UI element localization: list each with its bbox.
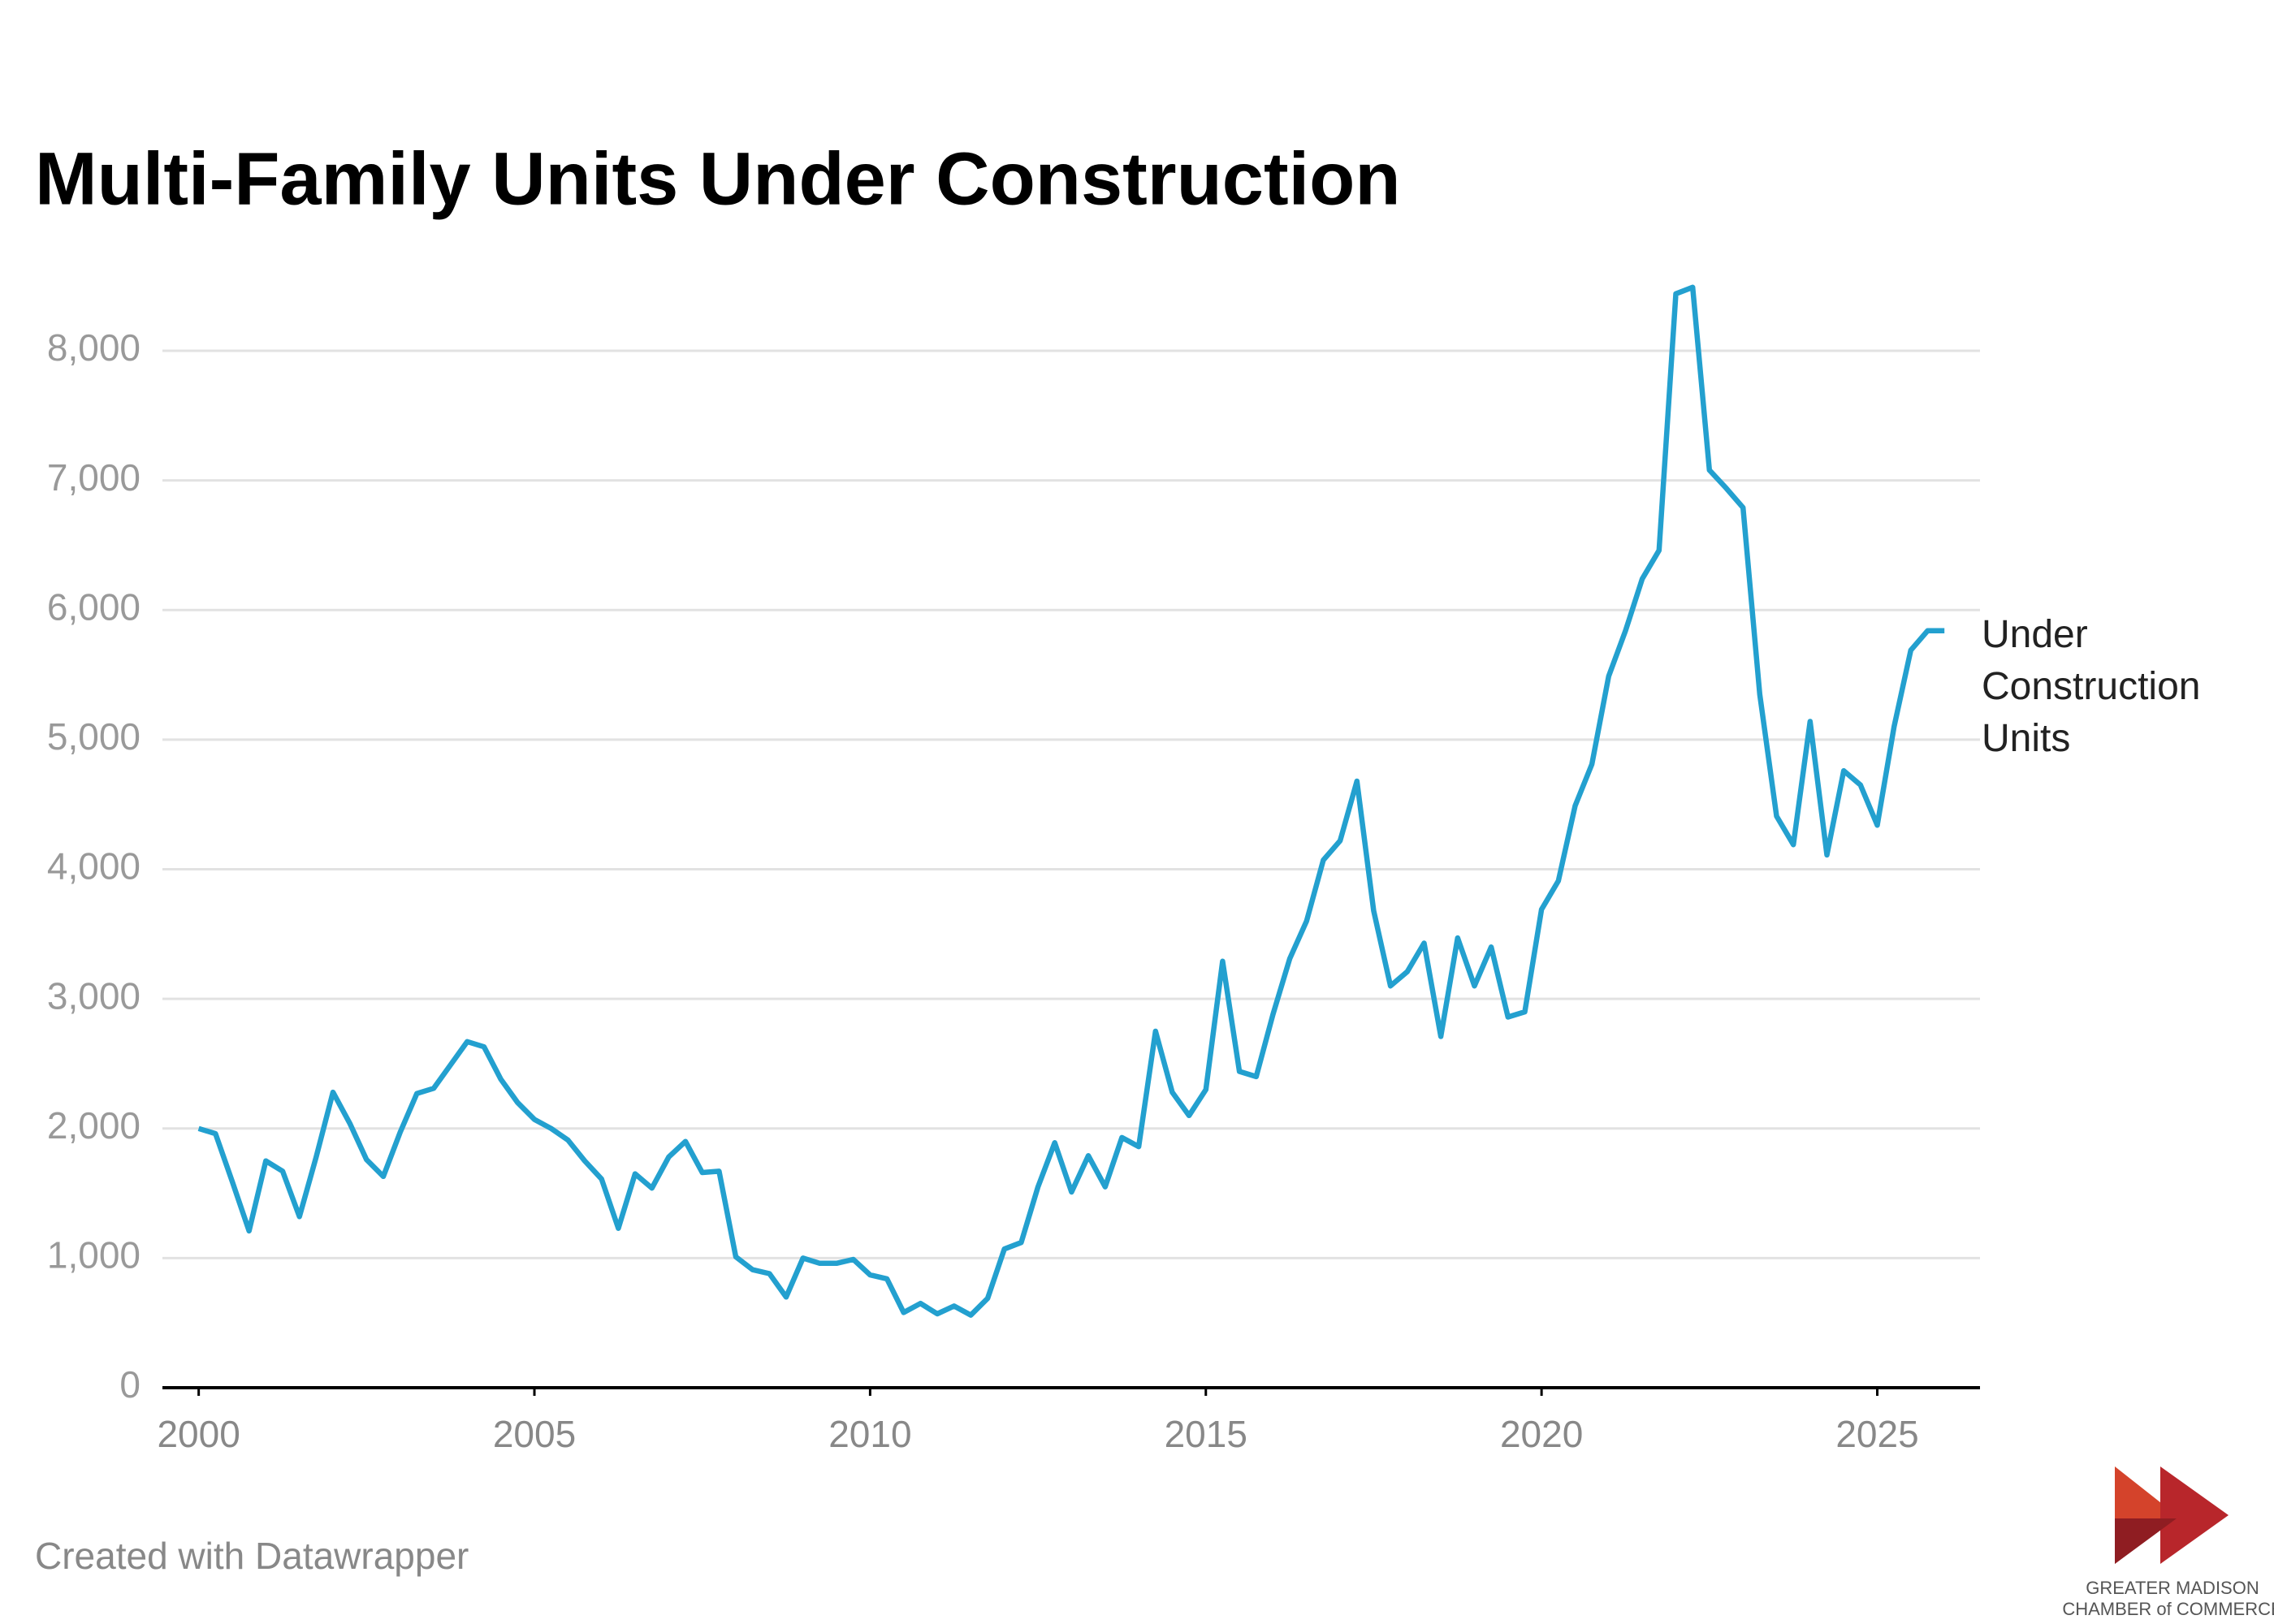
x-tick-label: 2005 bbox=[493, 1413, 576, 1455]
series-label: Under Construction Units bbox=[1982, 613, 2201, 760]
x-tick-label: 2000 bbox=[157, 1413, 240, 1455]
y-tick-label: 1,000 bbox=[47, 1234, 141, 1276]
logo-text: GREATER MADISON bbox=[2086, 1578, 2259, 1598]
y-tick-label: 0 bbox=[119, 1363, 141, 1406]
logo-arrow bbox=[2115, 1518, 2177, 1564]
logo: GREATER MADISON CHAMBER of COMMERCE bbox=[2062, 1466, 2274, 1619]
x-tick-label: 2020 bbox=[1500, 1413, 1583, 1455]
x-tick-label: 2010 bbox=[828, 1413, 911, 1455]
logo-arrow bbox=[2160, 1466, 2229, 1564]
x-tick-label: 2025 bbox=[1835, 1413, 1918, 1455]
y-tick-label: 6,000 bbox=[47, 585, 141, 628]
y-tick-label: 7,000 bbox=[47, 456, 141, 499]
y-tick-label: 5,000 bbox=[47, 715, 141, 758]
y-tick-label: 4,000 bbox=[47, 845, 141, 888]
footer: Created with Datawrapper bbox=[35, 1535, 469, 1577]
data-line bbox=[197, 284, 1945, 1318]
chart-title: Multi-Family Units Under Construction bbox=[35, 137, 1401, 220]
y-tick-label: 2,000 bbox=[47, 1104, 141, 1147]
y-tick-label: 8,000 bbox=[47, 326, 141, 369]
x-tick-label: 2015 bbox=[1165, 1413, 1247, 1455]
logo-text: CHAMBER of COMMERCE bbox=[2062, 1599, 2274, 1619]
y-tick-label: 3,000 bbox=[47, 974, 141, 1017]
